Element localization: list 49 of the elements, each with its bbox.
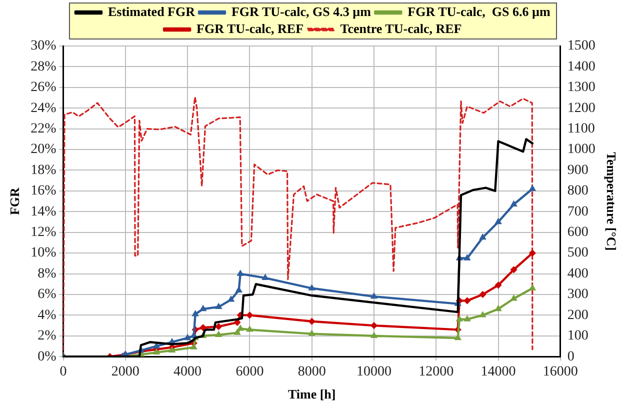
y2-tick-label: 1000 xyxy=(567,142,596,158)
y2-tick-label: 200 xyxy=(567,308,588,323)
y2-tick-label: 0 xyxy=(567,349,574,364)
y2-tick-label: 600 xyxy=(567,225,588,240)
x-tick-label: 16000 xyxy=(542,364,578,380)
y2-tick-label: 1400 xyxy=(567,59,596,74)
y-tick-label: 2% xyxy=(38,328,57,344)
y2-tick-label: 1300 xyxy=(567,80,596,96)
y2-tick-label: 700 xyxy=(567,204,588,220)
x-tick-label: 8000 xyxy=(298,364,326,380)
y-tick-label: 24% xyxy=(30,100,57,116)
y2-tick-label: 400 xyxy=(567,266,588,282)
legend-label: FGR TU-calc, GS 4.3 µm xyxy=(231,4,372,19)
y-tick-label: 8% xyxy=(38,266,57,282)
y-tick-label: 0% xyxy=(38,349,57,364)
legend-label: Estimated FGR xyxy=(108,4,196,19)
y2-tick-label: 1100 xyxy=(567,122,595,136)
x-tick-label: 12000 xyxy=(418,364,454,380)
legend-label: Tcentre TU-calc, REF xyxy=(340,20,462,36)
y2-axis-title: Temperature [°C] xyxy=(604,152,619,251)
legend-label: FGR TU-calc, GS 6.6 µm xyxy=(408,4,550,19)
y-tick-label: 10% xyxy=(30,246,57,261)
x-axis-title: Time [h] xyxy=(288,386,336,402)
x-tick-label: 6000 xyxy=(236,364,264,380)
y-axis-title: FGR xyxy=(7,186,22,216)
y2-tick-label: 800 xyxy=(567,184,588,199)
y-tick-label: 14% xyxy=(30,204,57,220)
y-tick-label: 28% xyxy=(30,59,57,74)
y-tick-label: 26% xyxy=(30,80,57,96)
y-tick-label: 12% xyxy=(30,225,57,240)
y-tick-label: 6% xyxy=(38,287,57,302)
x-tick-label: 0 xyxy=(60,364,67,380)
x-tick-label: 10000 xyxy=(356,364,392,380)
y-tick-label: 22% xyxy=(30,122,57,136)
y2-tick-label: 100 xyxy=(567,328,588,344)
x-tick-label: 4000 xyxy=(174,364,202,380)
y2-tick-label: 500 xyxy=(567,246,588,261)
legend-label: FGR TU-calc, REF xyxy=(196,20,304,36)
y-tick-label: 4% xyxy=(38,308,57,323)
x-tick-label: 2000 xyxy=(111,364,140,380)
y2-tick-label: 1200 xyxy=(567,100,596,116)
y-tick-label: 20% xyxy=(30,142,57,158)
y-tick-label: 16% xyxy=(30,184,57,199)
y-tick-label: 30% xyxy=(30,38,57,54)
y2-tick-label: 900 xyxy=(567,162,588,178)
y2-tick-label: 300 xyxy=(567,287,588,302)
y-tick-label: 18% xyxy=(30,162,57,178)
y2-tick-label: 1500 xyxy=(567,38,596,54)
x-tick-label: 14000 xyxy=(480,364,516,380)
